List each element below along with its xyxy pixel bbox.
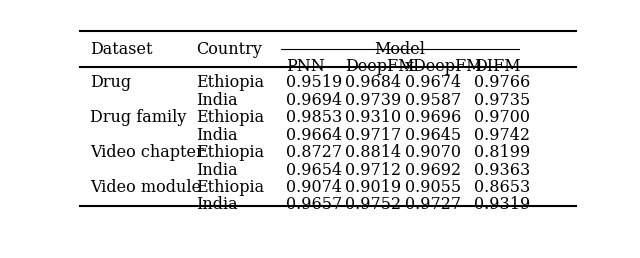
- Text: 0.9712: 0.9712: [346, 162, 401, 179]
- Text: 0.9519: 0.9519: [286, 74, 342, 91]
- Text: xDeepFM: xDeepFM: [405, 58, 483, 75]
- Text: 0.9696: 0.9696: [405, 109, 461, 126]
- Text: Drug: Drug: [90, 74, 131, 91]
- Text: 0.9310: 0.9310: [346, 109, 401, 126]
- Text: Ethiopia: Ethiopia: [196, 179, 265, 196]
- Text: 0.9074: 0.9074: [286, 179, 342, 196]
- Text: Dataset: Dataset: [90, 41, 152, 58]
- Text: 0.8653: 0.8653: [474, 179, 531, 196]
- Text: Ethiopia: Ethiopia: [196, 144, 265, 161]
- Text: DeepFM: DeepFM: [346, 58, 415, 75]
- Text: 0.9692: 0.9692: [405, 162, 461, 179]
- Text: India: India: [196, 197, 238, 213]
- Text: 0.9674: 0.9674: [405, 74, 461, 91]
- Text: 0.9319: 0.9319: [474, 197, 531, 213]
- Text: India: India: [196, 162, 238, 179]
- Text: Video chapter: Video chapter: [90, 144, 204, 161]
- Text: 0.9700: 0.9700: [474, 109, 531, 126]
- Text: Ethiopia: Ethiopia: [196, 74, 265, 91]
- Text: Drug family: Drug family: [90, 109, 186, 126]
- Text: India: India: [196, 92, 238, 109]
- Text: 0.8199: 0.8199: [474, 144, 531, 161]
- Text: 0.9727: 0.9727: [405, 197, 461, 213]
- Text: 0.9735: 0.9735: [474, 92, 531, 109]
- Text: 0.9742: 0.9742: [474, 127, 531, 143]
- Text: India: India: [196, 127, 238, 143]
- Text: 0.9645: 0.9645: [405, 127, 461, 143]
- Text: Video module: Video module: [90, 179, 201, 196]
- Text: 0.9654: 0.9654: [286, 162, 342, 179]
- Text: 0.8814: 0.8814: [346, 144, 401, 161]
- Text: 0.9070: 0.9070: [405, 144, 461, 161]
- Text: 0.9587: 0.9587: [405, 92, 461, 109]
- Text: PNN: PNN: [286, 58, 324, 75]
- Text: Model: Model: [374, 41, 426, 58]
- Text: 0.9694: 0.9694: [286, 92, 342, 109]
- Text: 0.9739: 0.9739: [346, 92, 402, 109]
- Text: 0.9664: 0.9664: [286, 127, 342, 143]
- Text: Ethiopia: Ethiopia: [196, 109, 265, 126]
- Text: 0.9657: 0.9657: [286, 197, 342, 213]
- Text: 0.9752: 0.9752: [346, 197, 401, 213]
- Text: 0.8727: 0.8727: [286, 144, 342, 161]
- Text: 0.9019: 0.9019: [346, 179, 401, 196]
- Text: Country: Country: [196, 41, 262, 58]
- Text: 0.9717: 0.9717: [346, 127, 402, 143]
- Text: 0.9684: 0.9684: [346, 74, 401, 91]
- Text: 0.9363: 0.9363: [474, 162, 531, 179]
- Text: DIFM: DIFM: [474, 58, 521, 75]
- Text: 0.9766: 0.9766: [474, 74, 531, 91]
- Text: 0.9853: 0.9853: [286, 109, 342, 126]
- Text: 0.9055: 0.9055: [405, 179, 461, 196]
